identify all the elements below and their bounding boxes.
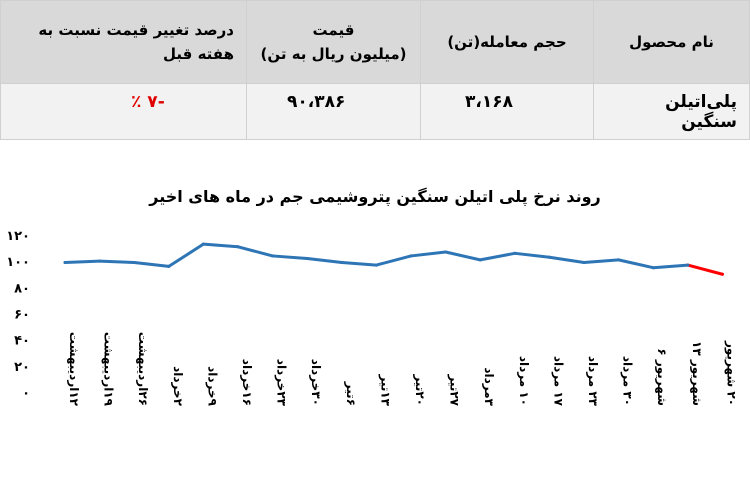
header-change: درصد تغییر قیمت نسبت به هفته قبل xyxy=(0,0,247,84)
series-segment xyxy=(201,242,240,249)
x-tick-label: ۲۰ شهریور xyxy=(723,340,738,406)
data-point xyxy=(201,242,205,246)
x-tick-label: شهریور ۶ xyxy=(654,348,669,406)
data-point xyxy=(686,263,690,267)
data-point xyxy=(720,272,724,276)
series-segment xyxy=(513,251,551,259)
cell-change: -۷ ٪ xyxy=(0,83,247,140)
y-tick-label: ۸۰ xyxy=(14,281,30,296)
series-segment xyxy=(98,259,136,264)
data-point xyxy=(236,245,240,249)
x-tick-label: ۲۰تیر xyxy=(413,373,427,406)
y-tick-label: ۴۰ xyxy=(14,334,30,349)
series-segment xyxy=(374,254,413,267)
x-tick-label: ۶تیر xyxy=(344,381,358,406)
y-tick-label: ۱۰۰ xyxy=(6,255,30,270)
x-tick-label: ۱۲اردیبهشت xyxy=(67,332,81,407)
table-row: پلی‌اتیلن سنگین ۳،۱۶۸ ۹۰،۳۸۶ -۷ ٪ xyxy=(0,83,750,140)
series-segment-latest xyxy=(686,263,724,276)
x-tick-label: ۱۰ مرداد xyxy=(517,356,531,406)
y-tick-label: ۲۰ xyxy=(14,360,30,375)
x-tick-label: ۱۶خرداد xyxy=(240,359,254,406)
data-point xyxy=(374,263,378,267)
x-tick-label: ۹خرداد xyxy=(205,366,219,407)
data-point xyxy=(547,255,551,259)
series-segment xyxy=(409,250,448,258)
y-tick-label: ۱۲۰ xyxy=(6,229,30,244)
x-tick-label: ۲۳خرداد xyxy=(275,359,289,407)
x-tick-label: ۳۰ مرداد xyxy=(621,356,635,406)
data-point xyxy=(167,264,171,268)
x-tick-label: ۲۷تیر xyxy=(448,373,462,406)
y-tick-label: ۶۰ xyxy=(14,308,30,323)
data-point xyxy=(98,259,102,263)
data-point xyxy=(513,251,517,255)
y-axis: ۰ ۲۰ ۴۰ ۶۰ ۸۰ ۱۰۰ ۱۲۰ xyxy=(6,229,30,401)
chart-title: روند نرخ پلی اتیلن سنگین پتروشیمی جم در … xyxy=(148,187,601,207)
header-price-label: قیمت xyxy=(312,21,355,39)
header-price: قیمت (میلیون ریال به تن) xyxy=(246,0,421,84)
data-point xyxy=(340,260,344,264)
x-tick-label: ۱۹اردیبهشت xyxy=(102,332,116,407)
series-segment xyxy=(478,251,517,262)
series-segment xyxy=(651,263,690,270)
cell-product: پلی‌اتیلن سنگین xyxy=(593,83,750,140)
series-line xyxy=(63,242,724,276)
data-point xyxy=(444,250,448,254)
series-segment xyxy=(132,260,171,268)
x-tick-label: ۱۷ مرداد xyxy=(551,356,565,407)
x-tick-label: ۳۰خرداد xyxy=(309,359,323,406)
x-tick-label: ۱۳تیر xyxy=(378,373,392,406)
table-header-row: نام محصول حجم معامله(تن) قیمت (میلیون ری… xyxy=(0,0,750,84)
x-tick-label: ۳مرداد xyxy=(482,367,496,406)
data-point xyxy=(651,266,655,270)
cell-volume: ۳،۱۶۸ xyxy=(420,83,594,140)
price-table: نام محصول حجم معامله(تن) قیمت (میلیون ری… xyxy=(0,0,750,140)
x-axis: ۱۲اردیبهشت ۱۹اردیبهشت ۲۶اردیبهشت ۲خرداد ۹خرد… xyxy=(67,332,738,407)
x-tick-label: ۲خرداد xyxy=(171,366,185,407)
header-price-unit: (میلیون ریال به تن) xyxy=(260,45,407,63)
series-segment xyxy=(167,242,205,268)
cell-price: ۹۰،۳۸۶ xyxy=(246,83,421,140)
header-product: نام محصول xyxy=(593,0,750,84)
x-tick-label: ۲۶اردیبهشت xyxy=(136,332,150,406)
series-segment xyxy=(547,255,586,264)
header-volume: حجم معامله(تن) xyxy=(420,0,594,84)
series-segment xyxy=(340,260,378,267)
data-point xyxy=(132,260,136,264)
series-segment xyxy=(236,245,275,258)
series-segment xyxy=(582,258,621,264)
series-segment xyxy=(63,259,102,264)
y-tick-label: ۰ xyxy=(22,386,30,401)
price-trend-chart: روند نرخ پلی اتیلن سنگین پتروشیمی جم در … xyxy=(6,187,738,407)
data-point xyxy=(409,254,413,258)
data-point xyxy=(582,260,586,264)
series-segment xyxy=(305,257,344,264)
x-tick-label: ۲۳ مرداد xyxy=(586,356,600,407)
data-point xyxy=(617,258,621,262)
data-point xyxy=(63,260,67,264)
series-segment xyxy=(444,250,482,262)
data-point xyxy=(478,258,482,262)
x-tick-label: شهریور ۱۳ xyxy=(689,341,704,406)
data-point xyxy=(305,257,309,261)
series-segment xyxy=(271,254,309,261)
data-point xyxy=(271,254,275,258)
series-segment xyxy=(617,258,655,270)
